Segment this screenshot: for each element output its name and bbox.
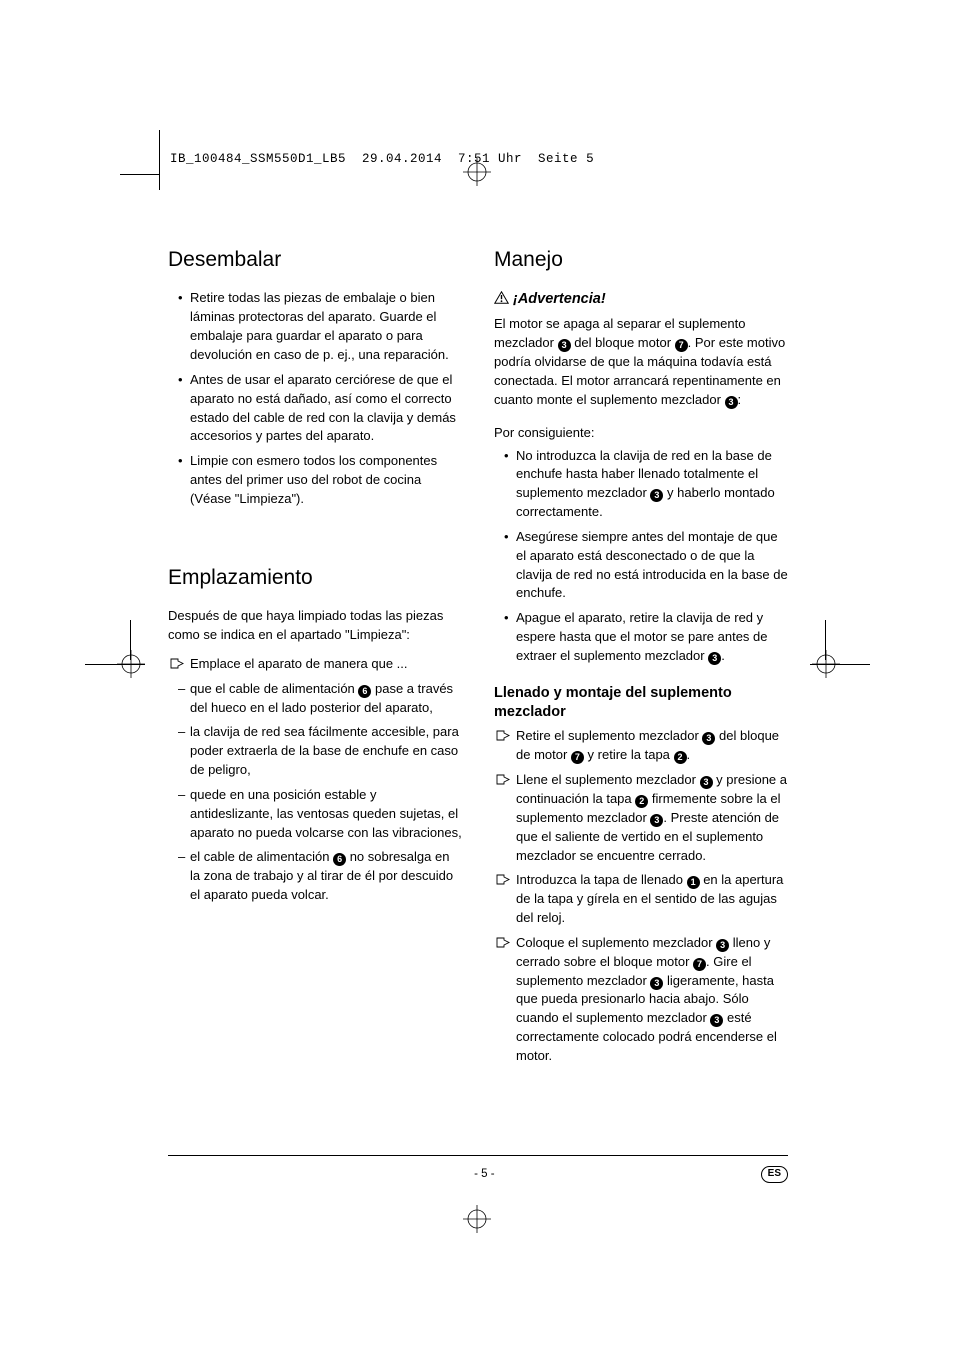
ref-badge: 6	[358, 685, 371, 698]
list-item: Emplace el aparato de manera que ...	[168, 655, 462, 674]
left-column: Desembalar Retire todas las piezas de em…	[168, 245, 462, 1080]
list-item: Limpie con esmero todos los componentes …	[168, 452, 462, 509]
list-item: Retire el suplemento mezclador 3 del blo…	[494, 727, 788, 765]
llenado-steps: Retire el suplemento mezclador 3 del blo…	[494, 727, 788, 1065]
ref-badge: 3	[716, 939, 729, 952]
ref-badge: 3	[710, 1014, 723, 1027]
list-text: Emplace el aparato de manera que ...	[190, 656, 408, 671]
advertencia-text: El motor se apaga al separar el suplemen…	[494, 315, 788, 409]
language-badge: ES	[761, 1166, 788, 1183]
emplazamiento-intro: Después de que haya limpiado todas las p…	[168, 607, 462, 645]
ref-badge: 3	[702, 732, 715, 745]
arrow-icon	[496, 874, 510, 885]
consiguiente-list: No introduzca la clavija de red en la ba…	[494, 447, 788, 666]
list-item: que el cable de alimentación 6 pase a tr…	[168, 680, 462, 718]
ref-badge: 2	[674, 751, 687, 764]
page-footer: - 5 - ES	[168, 1155, 788, 1183]
list-item: Coloque el suplemento mezclador 3 lleno …	[494, 934, 788, 1066]
ref-badge: 3	[650, 977, 663, 990]
ref-badge: 3	[650, 489, 663, 502]
page-content: Desembalar Retire todas las piezas de em…	[168, 245, 788, 1080]
ref-badge: 7	[675, 339, 688, 352]
crop-mark	[159, 130, 160, 190]
subheading-llenado: Llenado y montaje del suplemento mezclad…	[494, 684, 788, 722]
heading-desembalar: Desembalar	[168, 245, 462, 275]
arrow-icon	[170, 658, 184, 669]
list-item: No introduzca la clavija de red en la ba…	[494, 447, 788, 522]
footer-rule	[168, 1155, 788, 1156]
warning-icon	[494, 290, 509, 311]
ref-badge: 3	[708, 652, 721, 665]
list-item: Antes de usar el aparato cerciórese de q…	[168, 371, 462, 446]
heading-manejo: Manejo	[494, 245, 788, 275]
right-column: Manejo ¡Advertencia! El motor se apaga a…	[494, 245, 788, 1080]
ref-badge: 3	[725, 396, 738, 409]
heading-emplazamiento: Emplazamiento	[168, 563, 462, 593]
registration-mark-right	[812, 650, 840, 678]
list-item: quede en una posición estable y antidesl…	[168, 786, 462, 843]
page-number: - 5 -	[208, 1166, 761, 1183]
subheading-advertencia: ¡Advertencia!	[494, 289, 788, 311]
ref-badge: 7	[693, 958, 706, 971]
emplazamiento-lead-list: Emplace el aparato de manera que ...	[168, 655, 462, 674]
arrow-icon	[496, 937, 510, 948]
list-item: Llene el suplemento mezclador 3 y presio…	[494, 771, 788, 865]
registration-mark-left	[117, 650, 145, 678]
list-item: Apague el aparato, retire la clavija de …	[494, 609, 788, 666]
ref-badge: 7	[571, 751, 584, 764]
ref-badge: 2	[635, 795, 648, 808]
print-job-header: IB_100484_SSM550D1_LB5 29.04.2014 7:51 U…	[170, 150, 594, 168]
list-item: el cable de alimentación 6 no sobresalga…	[168, 848, 462, 905]
arrow-icon	[496, 730, 510, 741]
list-item: Retire todas las piezas de embalaje o bi…	[168, 289, 462, 364]
list-item: Asegúrese siempre antes del montaje de q…	[494, 528, 788, 603]
por-consiguiente: Por consiguiente:	[494, 424, 788, 443]
list-item: Introduzca la tapa de llenado 1 en la ap…	[494, 871, 788, 928]
ref-badge: 3	[650, 814, 663, 827]
arrow-icon	[496, 774, 510, 785]
desembalar-list: Retire todas las piezas de embalaje o bi…	[168, 289, 462, 508]
crop-mark	[120, 174, 160, 175]
list-item: la clavija de red sea fácilmente accesib…	[168, 723, 462, 780]
ref-badge: 1	[687, 876, 700, 889]
ref-badge: 3	[558, 339, 571, 352]
ref-badge: 6	[333, 853, 346, 866]
ref-badge: 3	[700, 776, 713, 789]
emplazamiento-dash-list: que el cable de alimentación 6 pase a tr…	[168, 680, 462, 905]
registration-mark-bottom	[463, 1205, 491, 1233]
